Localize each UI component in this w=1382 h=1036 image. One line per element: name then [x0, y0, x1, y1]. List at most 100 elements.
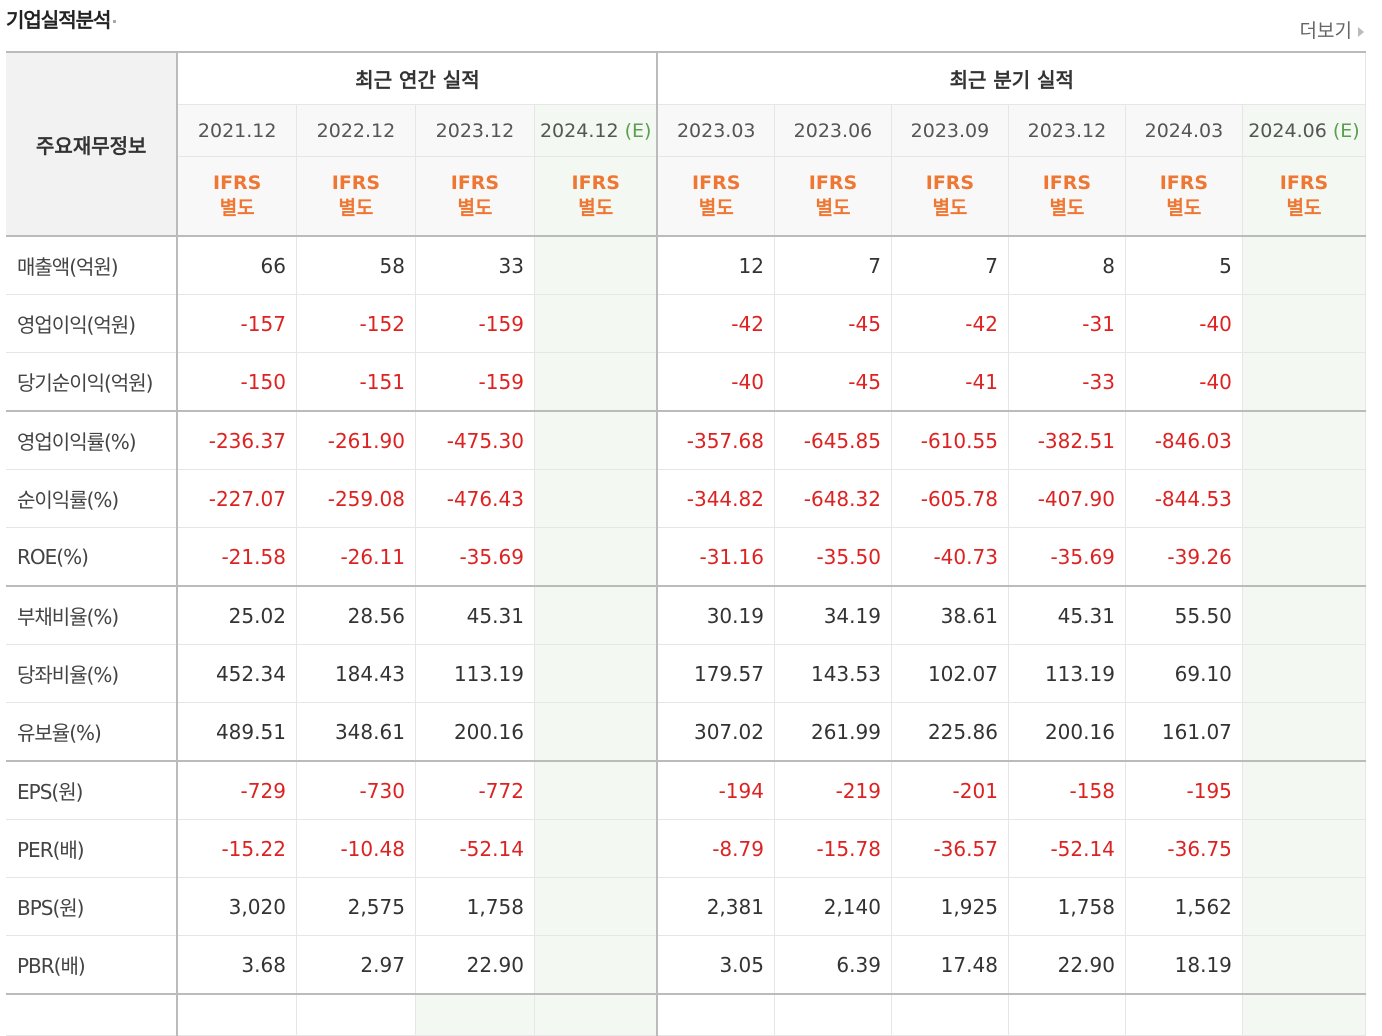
table-cell: -261.90: [296, 411, 416, 470]
period-label: 2023.12: [435, 119, 515, 142]
table-cell: -52.14: [415, 819, 535, 878]
row-label: 영업이익률(%): [6, 411, 179, 470]
row-label: 영업이익(억원): [6, 294, 179, 353]
estimate-mark: (E): [624, 119, 652, 142]
table-cell: -610.55: [891, 411, 1009, 470]
table-cell: 102.07: [891, 644, 1009, 703]
table-row: 매출액(억원) 66 58 33 12 7 7 8 5: [6, 236, 1367, 295]
ifrs-standalone-label: IFRS 별도: [774, 156, 892, 237]
table-cell: 25.02: [177, 586, 297, 645]
table-cell: [1242, 586, 1367, 645]
table-cell: -40: [656, 352, 775, 412]
row-label: PER(배): [6, 819, 179, 878]
table-cell: 34.19: [774, 586, 892, 645]
ifrs-text: IFRS: [213, 172, 262, 194]
table-cell: 33: [415, 236, 535, 295]
table-cell: -357.68: [656, 411, 775, 470]
table-cell: -201: [891, 761, 1009, 820]
table-cell: [534, 586, 658, 645]
table-cell: 18.19: [1125, 935, 1243, 995]
period-header: 2023.12: [1008, 104, 1126, 157]
table-cell: 45.31: [1008, 586, 1126, 645]
standalone-text: 별도: [1166, 197, 1202, 219]
table-cell: [1242, 352, 1367, 412]
row-label: 순이익률(%): [6, 469, 179, 528]
table-cell: -158: [1008, 761, 1126, 820]
table-cell: -150: [177, 352, 297, 412]
table-cell: 2.97: [296, 935, 416, 995]
table-cell: [891, 994, 1009, 1036]
row-label: EPS(원): [6, 761, 179, 820]
arrow-right-icon: [1358, 26, 1364, 37]
standalone-text: 별도: [698, 197, 734, 219]
table-cell: [534, 411, 658, 470]
table-cell: [534, 236, 658, 295]
table-row: PER(배) -15.22 -10.48 -52.14 -8.79 -15.78 -36.5…: [6, 819, 1367, 878]
table-cell: -15.78: [774, 819, 892, 878]
table-cell: -31: [1008, 294, 1126, 353]
table-cell: [1242, 994, 1367, 1036]
table-cell: [534, 935, 658, 995]
table-cell: -846.03: [1125, 411, 1243, 470]
table-cell: [534, 352, 658, 412]
row-label: PBR(배): [6, 935, 179, 995]
ifrs-standalone-label: IFRS 별도: [656, 156, 775, 237]
table-row: EPS(원) -729 -730 -772 -194 -219 -201 -158 -195: [6, 761, 1367, 820]
table-cell: -605.78: [891, 469, 1009, 528]
period-label: 2024.12: [539, 119, 619, 142]
table-cell: [656, 994, 775, 1036]
more-label: 더보기: [1299, 20, 1352, 42]
ifrs-text: IFRS: [571, 172, 620, 194]
period-header: 2023.06: [774, 104, 892, 157]
period-header: 2024.03: [1125, 104, 1243, 157]
table-cell: [534, 294, 658, 353]
table-cell: [534, 644, 658, 703]
period-header: 2024.06 (E): [1242, 104, 1367, 157]
financial-table: 주요재무정보 최근 연간 실적 최근 분기 실적 2021.12 2022.12 2…: [6, 51, 1367, 1036]
table-cell: -157: [177, 294, 297, 353]
table-cell: -195: [1125, 761, 1243, 820]
table-cell: 200.16: [415, 702, 535, 762]
table-cell: -21.58: [177, 527, 297, 587]
table-row: ROE(%) -21.58 -26.11 -35.69 -31.16 -35.50 -40.…: [6, 527, 1367, 587]
standalone-text: 별도: [457, 197, 493, 219]
table-cell: [1242, 294, 1367, 353]
table-cell: -36.75: [1125, 819, 1243, 878]
standalone-text: 별도: [1286, 197, 1322, 219]
standalone-text: 별도: [932, 197, 968, 219]
table-cell: 143.53: [774, 644, 892, 703]
table-cell: [1242, 935, 1367, 995]
table-cell: [415, 994, 535, 1036]
table-cell: -52.14: [1008, 819, 1126, 878]
table-cell: 7: [891, 236, 1009, 295]
ifrs-text: IFRS: [692, 172, 741, 194]
table-cell: -42: [656, 294, 775, 353]
table-cell: [1242, 527, 1367, 587]
table-cell: -45: [774, 352, 892, 412]
ifrs-standalone-label: IFRS 별도: [415, 156, 535, 237]
period-label: 2021.12: [197, 119, 277, 142]
table-cell: -159: [415, 294, 535, 353]
table-cell: -10.48: [296, 819, 416, 878]
table-cell: [1008, 994, 1126, 1036]
table-cell: -40: [1125, 352, 1243, 412]
table-cell: [534, 994, 658, 1036]
table-cell: -36.57: [891, 819, 1009, 878]
table-cell: -39.26: [1125, 527, 1243, 587]
title-dot: [113, 20, 117, 23]
table-cell: -152: [296, 294, 416, 353]
table-cell: 2,140: [774, 877, 892, 936]
table-cell: -730: [296, 761, 416, 820]
table-cell: 8: [1008, 236, 1126, 295]
table-cell: [534, 819, 658, 878]
table-cell: 69.10: [1125, 644, 1243, 703]
ifrs-text: IFRS: [808, 172, 858, 194]
table-cell: 17.48: [891, 935, 1009, 995]
table-cell: [177, 994, 297, 1036]
row-label: 당기순이익(억원): [6, 352, 179, 412]
more-link[interactable]: 더보기: [1300, 16, 1364, 43]
table-cell: -159: [415, 352, 535, 412]
table-cell: -35.69: [1008, 527, 1126, 587]
table-cell: 184.43: [296, 644, 416, 703]
table-cell: [6, 994, 179, 1036]
